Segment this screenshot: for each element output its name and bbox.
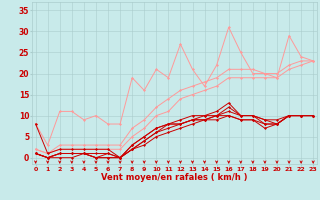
X-axis label: Vent moyen/en rafales ( km/h ): Vent moyen/en rafales ( km/h ) (101, 173, 248, 182)
